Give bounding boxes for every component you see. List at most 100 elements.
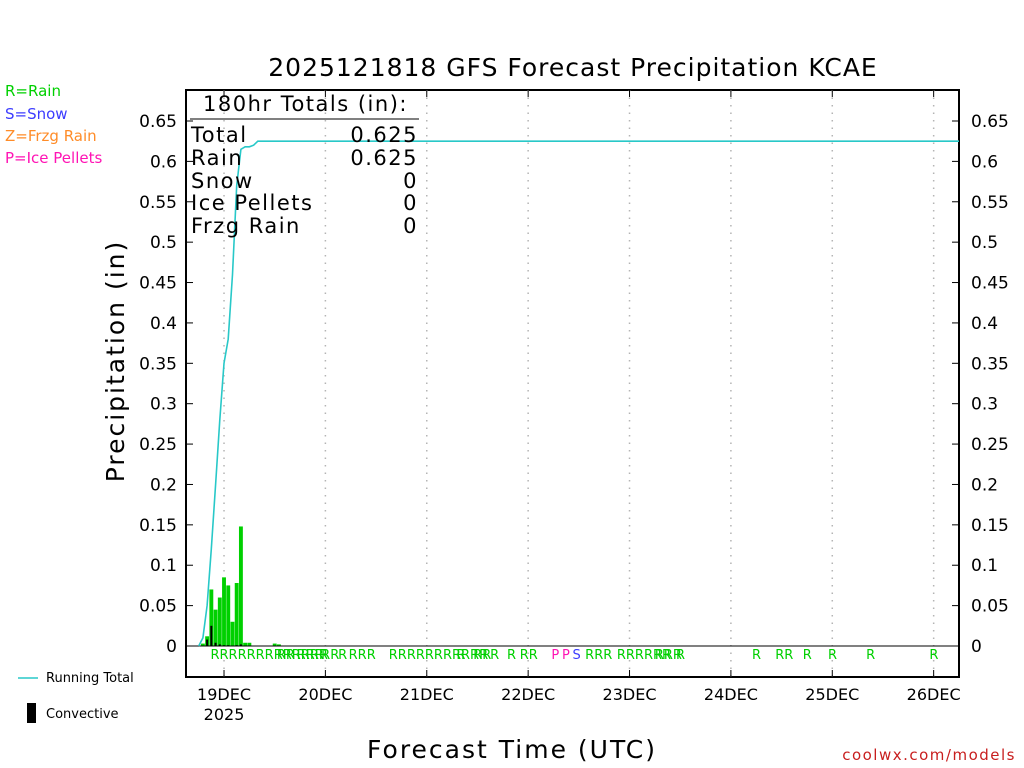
totals-value: 0 [403, 169, 418, 193]
ptype-mark: R [676, 648, 685, 663]
totals-label: Frzg Rain [191, 214, 301, 238]
y-tick-label-right: 0.05 [971, 597, 1009, 617]
ptype-mark: RRR [297, 648, 324, 663]
ptype-mark: RRR [349, 648, 376, 663]
legend-frzg-rain: Z=Frzg Rain [5, 127, 97, 145]
ptype-mark: RRR [655, 648, 682, 663]
ptype-mark: R [490, 648, 499, 663]
x-axis-ticks: 19DEC 20DEC 21DEC 22DEC 23DEC 24DEC 25DEC 26DEC [197, 90, 961, 704]
y-tick-label-left: 0.6 [150, 152, 177, 172]
ptype-mark: P [551, 648, 559, 663]
convective-bar [214, 642, 217, 646]
precip-bar [213, 609, 218, 646]
y-tick-label-left: 0.55 [139, 193, 177, 213]
running-total-line [197, 140, 959, 647]
precip-bar [238, 526, 243, 646]
precip-bar [217, 597, 222, 646]
ptype-mark: R [456, 648, 465, 663]
precip-bar [222, 577, 226, 646]
x-tick-label: 26DEC [907, 685, 961, 704]
x-tick-label: 19DEC [197, 685, 251, 704]
convective-bar [206, 639, 209, 646]
totals-value: 0.625 [350, 123, 418, 147]
ptype-mark: RR [775, 648, 793, 663]
precip-bar [209, 589, 214, 646]
legend-ice-pellets: P=Ice Pellets [5, 149, 102, 167]
precip-bar [230, 621, 235, 646]
x-tick-label: 25DEC [805, 685, 859, 704]
precip-bar [272, 643, 277, 646]
convective-bar [239, 644, 242, 646]
y-tick-label-right: 0.45 [971, 274, 1009, 294]
y-tick-label-right: 0.1 [971, 556, 998, 576]
plot-frame [185, 89, 960, 678]
legend-snow: S=Snow [5, 105, 68, 123]
precip-bar [247, 642, 252, 646]
y-tick-label-left: 0.5 [150, 233, 177, 253]
ptype-mark: S [573, 648, 581, 663]
ptype-mark: RRR [585, 648, 612, 663]
ptype-mark: RR [321, 648, 339, 663]
y-tick-label-right: 0.55 [971, 193, 1009, 213]
vertical-gridlines [223, 90, 935, 677]
convective-bar [218, 644, 221, 646]
ptype-mark: RRRRRR [617, 648, 671, 663]
ptype-mark: P [562, 648, 570, 663]
x-tick-year: 2025 [204, 705, 245, 724]
y-tick-label-right: 0.2 [971, 475, 998, 495]
ptype-mark: RRRRRRRRRRRRR [210, 648, 327, 663]
x-axis-label: Forecast Time (UTC) [367, 735, 657, 764]
ptype-mark: R [929, 648, 938, 663]
totals-label: Rain [191, 146, 243, 170]
y-tick-label-right: 0.25 [971, 435, 1009, 455]
x-tick-label: 22DEC [501, 685, 555, 704]
ptype-mark: R [338, 648, 347, 663]
chart-title: 2025121818 GFS Forecast Precipitation KC… [268, 53, 877, 82]
y-tick-label-right: 0.65 [971, 112, 1009, 132]
y-axis-label: Precipitation (in) [101, 240, 130, 483]
y-tick-label-right: 0 [971, 637, 982, 657]
legend-convective: Convective [46, 707, 119, 722]
precip-bar [200, 643, 205, 646]
legend-running-total: Running Total [46, 671, 134, 686]
totals-value: 0 [403, 214, 418, 238]
y-tick-label-left: 0.25 [139, 435, 177, 455]
y-tick-label-left: 0.1 [150, 556, 177, 576]
totals-value: 0.625 [350, 146, 418, 170]
y-tick-label-left: 0.2 [150, 475, 177, 495]
precip-bar [234, 583, 239, 646]
precip-bar [243, 642, 248, 646]
x-tick-label: 24DEC [704, 685, 758, 704]
totals-box: 180hr Totals (in): Total 0.625 Rain 0.62… [190, 92, 419, 238]
y-tick-label-left: 0.4 [150, 314, 177, 334]
y-tick-label-left: 0.45 [139, 274, 177, 294]
y-tick-label-right: 0.35 [971, 354, 1009, 374]
y-axis-ticks: 0 00.05 0.050.1 0.10.15 0.150.2 0.20.25 0.250.… [139, 112, 1009, 657]
ptype-mark: RR [473, 648, 491, 663]
y-tick-label-left: 0 [166, 637, 177, 657]
convective-legend-swatch [27, 703, 36, 723]
totals-label: Snow [191, 169, 254, 193]
x-tick-label: 21DEC [400, 685, 454, 704]
y-tick-label-right: 0.3 [971, 395, 998, 415]
y-tick-label-right: 0.5 [971, 233, 998, 253]
ptype-mark: R [866, 648, 875, 663]
y-tick-label-right: 0.6 [971, 152, 998, 172]
y-tick-label-left: 0.35 [139, 354, 177, 374]
precip-bar [276, 644, 281, 646]
ptype-mark: R [803, 648, 812, 663]
y-tick-label-right: 0.4 [971, 314, 998, 334]
credit-url: coolwx.com/models [842, 746, 1016, 764]
ptype-mark: R [828, 648, 837, 663]
ptype-mark: RR [277, 648, 295, 663]
legend-rain: R=Rain [5, 82, 61, 100]
y-tick-label-right: 0.15 [971, 516, 1009, 536]
precip-bars [200, 526, 281, 646]
convective-bar [210, 625, 213, 646]
y-tick-label-left: 0.3 [150, 395, 177, 415]
totals-label: Ice Pellets [191, 191, 313, 215]
y-tick-label-left: 0.05 [139, 597, 177, 617]
ptype-mark: RRRRRRRRRRR [389, 648, 488, 663]
